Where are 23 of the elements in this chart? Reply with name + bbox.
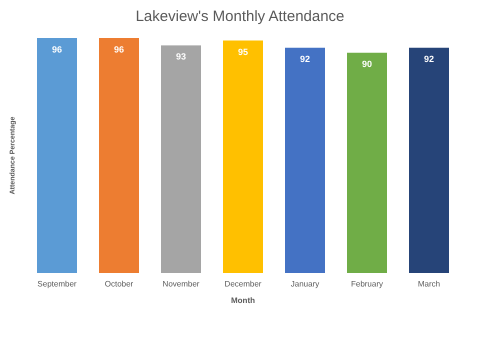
bar bbox=[161, 45, 201, 273]
x-tick-label: March bbox=[418, 280, 440, 289]
bar bbox=[285, 48, 325, 273]
bar bbox=[347, 52, 387, 273]
data-label: 96 bbox=[114, 44, 124, 54]
bar bbox=[37, 38, 77, 273]
x-tick-label: December bbox=[224, 280, 262, 289]
bar bbox=[99, 38, 139, 273]
data-label: 93 bbox=[176, 52, 186, 62]
data-label: 92 bbox=[300, 54, 310, 64]
x-tick-label: November bbox=[162, 280, 200, 289]
data-label: 92 bbox=[424, 54, 434, 64]
x-tick-label: February bbox=[350, 280, 384, 289]
chart-title: Lakeview's Monthly Attendance bbox=[134, 8, 346, 25]
data-label: 95 bbox=[238, 46, 248, 57]
bar bbox=[223, 40, 263, 273]
x-axis-title: Month bbox=[231, 296, 256, 305]
data-label: 96 bbox=[52, 44, 62, 54]
x-tick-label: October bbox=[104, 280, 134, 289]
data-label: 90 bbox=[362, 59, 372, 70]
x-tick-label: September bbox=[37, 280, 77, 289]
bar bbox=[409, 48, 449, 273]
x-tick-label: January bbox=[290, 280, 320, 289]
